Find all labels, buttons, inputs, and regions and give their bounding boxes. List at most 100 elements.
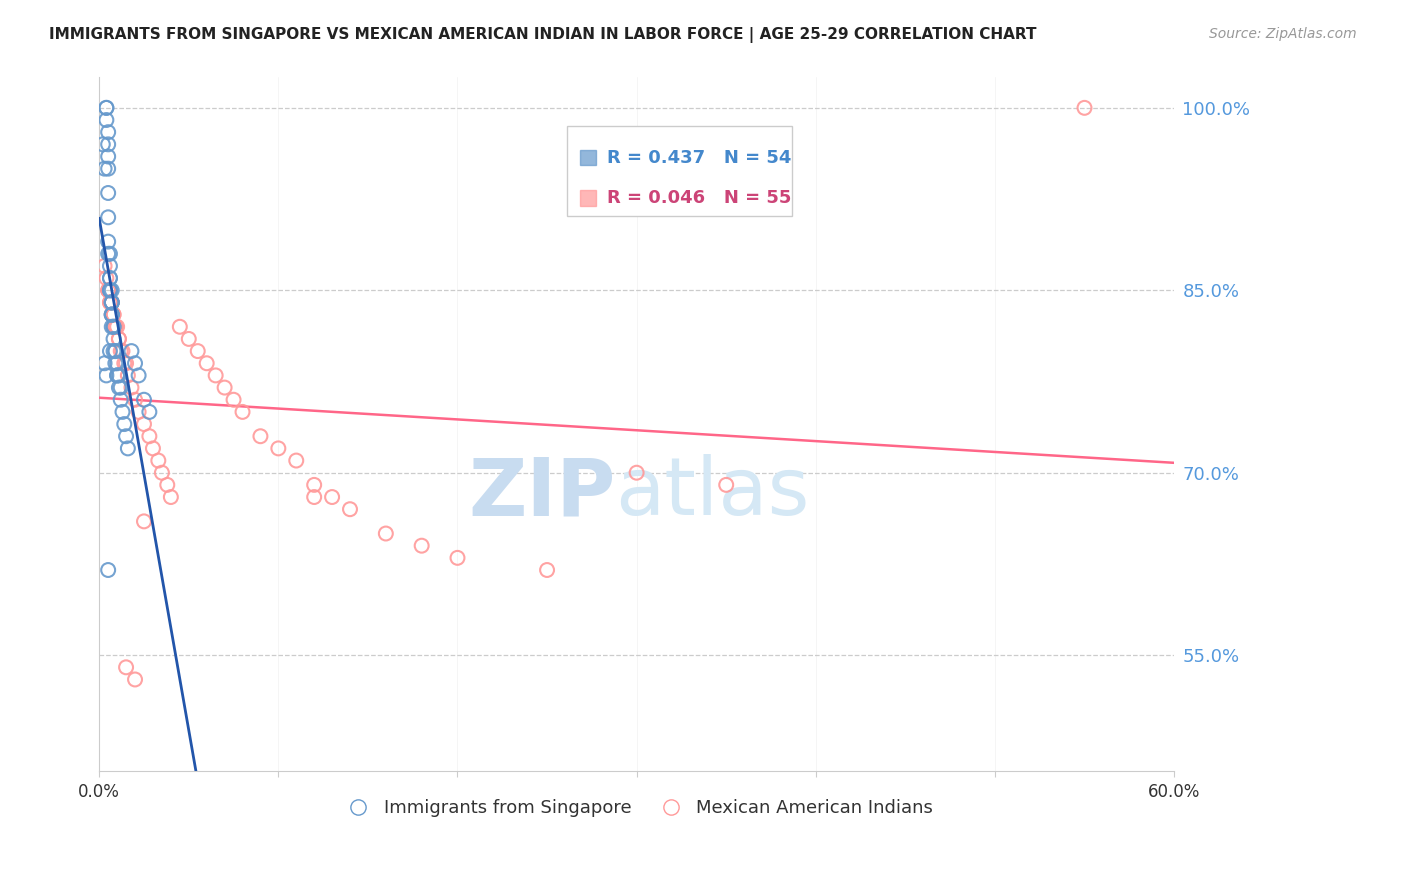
Point xyxy=(285,453,308,467)
Text: R = 0.046   N = 55: R = 0.046 N = 55 xyxy=(607,189,792,207)
Point xyxy=(112,356,135,370)
Point xyxy=(124,356,146,370)
Text: Source: ZipAtlas.com: Source: ZipAtlas.com xyxy=(1209,27,1357,41)
Point xyxy=(104,344,127,359)
Point xyxy=(100,283,122,297)
Point xyxy=(105,356,128,370)
Point xyxy=(98,259,121,273)
Point xyxy=(97,283,120,297)
Point xyxy=(132,514,155,528)
Point xyxy=(112,417,135,431)
Point xyxy=(100,295,122,310)
Point xyxy=(267,442,290,456)
Point xyxy=(103,344,125,359)
Point xyxy=(98,271,121,285)
Point xyxy=(105,368,128,383)
Point xyxy=(98,344,121,359)
Point xyxy=(104,356,127,370)
Point xyxy=(120,381,142,395)
Text: R = 0.437   N = 54: R = 0.437 N = 54 xyxy=(607,148,792,167)
Point xyxy=(150,466,173,480)
Point xyxy=(103,308,125,322)
Point xyxy=(96,101,118,115)
Point xyxy=(97,186,120,200)
Point xyxy=(104,319,127,334)
Point xyxy=(169,319,191,334)
Point xyxy=(110,381,132,395)
Point xyxy=(142,442,165,456)
Point xyxy=(128,405,150,419)
Point xyxy=(716,478,738,492)
Point xyxy=(374,526,396,541)
Point xyxy=(536,563,558,577)
Point xyxy=(103,319,125,334)
Point xyxy=(108,368,131,383)
Point xyxy=(111,344,134,359)
Point xyxy=(148,453,170,467)
Point xyxy=(117,442,139,456)
Point xyxy=(103,319,125,334)
Point xyxy=(98,271,121,285)
Point xyxy=(132,392,155,407)
Point xyxy=(97,563,120,577)
Point xyxy=(302,490,325,504)
Point xyxy=(100,308,122,322)
Point xyxy=(91,137,114,152)
Point xyxy=(98,283,121,297)
Point xyxy=(100,308,122,322)
Point xyxy=(100,295,122,310)
Point xyxy=(214,381,236,395)
Point xyxy=(1073,101,1095,115)
Point xyxy=(96,368,118,383)
Point xyxy=(138,405,160,419)
Point xyxy=(411,539,433,553)
Point xyxy=(97,137,120,152)
Point xyxy=(195,356,218,370)
Point xyxy=(103,332,125,346)
Point xyxy=(103,308,125,322)
Point xyxy=(93,259,115,273)
Point xyxy=(97,161,120,176)
Point xyxy=(108,332,131,346)
Text: ZIP: ZIP xyxy=(468,454,616,533)
Point xyxy=(204,368,226,383)
Point xyxy=(96,113,118,128)
Text: atlas: atlas xyxy=(616,454,810,533)
Point xyxy=(97,149,120,163)
FancyBboxPatch shape xyxy=(567,126,793,216)
Point xyxy=(98,295,121,310)
Point xyxy=(93,161,115,176)
Point xyxy=(96,271,118,285)
Point xyxy=(100,295,122,310)
Point xyxy=(98,283,121,297)
Point xyxy=(111,405,134,419)
Point xyxy=(138,429,160,443)
Point xyxy=(93,356,115,370)
FancyBboxPatch shape xyxy=(579,190,596,206)
Legend: Immigrants from Singapore, Mexican American Indians: Immigrants from Singapore, Mexican Ameri… xyxy=(333,791,941,824)
Point xyxy=(97,283,120,297)
Point xyxy=(156,478,179,492)
Point xyxy=(302,478,325,492)
Point xyxy=(105,368,128,383)
Point xyxy=(446,550,468,565)
Point xyxy=(117,368,139,383)
Point xyxy=(124,392,146,407)
Point xyxy=(97,211,120,225)
Point xyxy=(231,405,253,419)
Point xyxy=(108,332,131,346)
Point xyxy=(98,247,121,261)
Point xyxy=(100,295,122,310)
Point xyxy=(97,235,120,249)
Point xyxy=(108,381,131,395)
Point xyxy=(97,247,120,261)
Point xyxy=(222,392,245,407)
Point xyxy=(115,660,138,674)
Point xyxy=(160,490,183,504)
Point xyxy=(104,344,127,359)
Point xyxy=(105,319,128,334)
Point xyxy=(249,429,271,443)
Point xyxy=(97,125,120,139)
Point xyxy=(177,332,200,346)
Point xyxy=(100,308,122,322)
